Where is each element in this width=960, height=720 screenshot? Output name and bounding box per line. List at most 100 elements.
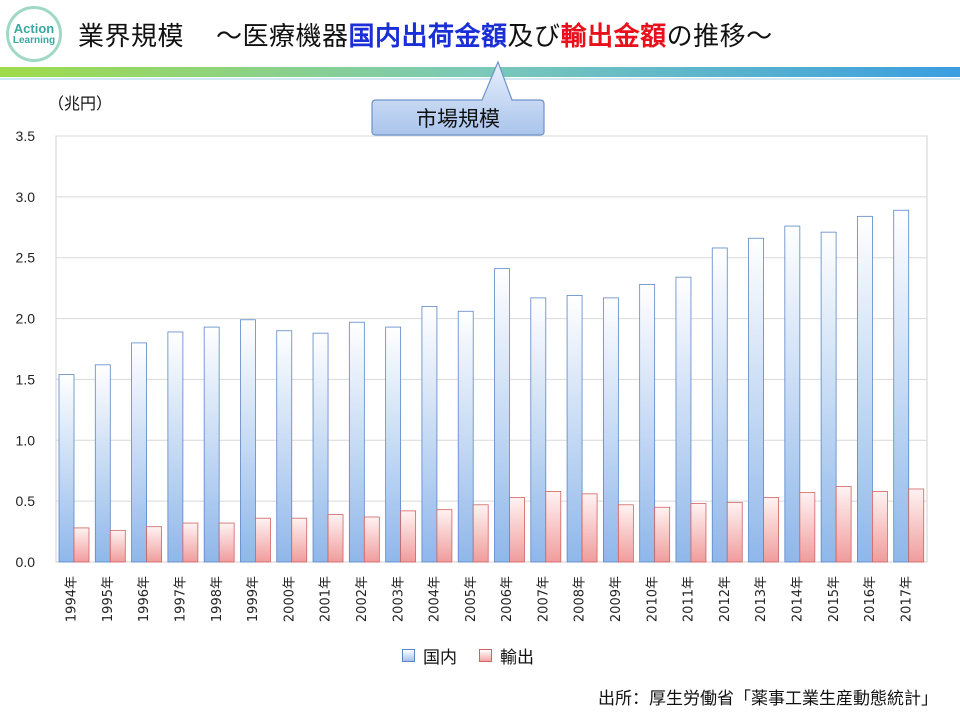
bar-export bbox=[581, 493, 598, 563]
bar-export bbox=[363, 516, 380, 563]
source-note: 出所：厚生労働省「薬事工業生産動態統計」 bbox=[598, 689, 938, 709]
x-tick-label: 1995年 bbox=[101, 576, 116, 622]
bar-domestic bbox=[566, 295, 583, 563]
bar-domestic bbox=[131, 342, 147, 563]
x-tick-label: 2014年 bbox=[790, 576, 805, 622]
bar-domestic bbox=[240, 319, 256, 563]
bar-domestic bbox=[602, 297, 619, 563]
bar-export bbox=[109, 529, 126, 563]
legend-label-domestic: 国内 bbox=[423, 648, 457, 668]
x-tick-label: 2007年 bbox=[536, 576, 551, 622]
bar-export bbox=[690, 503, 707, 563]
action-learning-logo: Action Learning bbox=[6, 6, 62, 62]
bar-export bbox=[763, 497, 779, 563]
x-tick-label: 2002年 bbox=[355, 576, 370, 622]
market-size-callout bbox=[370, 60, 546, 136]
bar-export bbox=[799, 492, 816, 563]
x-tick-label: 2005年 bbox=[464, 576, 479, 622]
y-tick-label: 3.5 bbox=[16, 128, 36, 144]
x-tick-label: 2015年 bbox=[827, 576, 842, 622]
bar-export bbox=[908, 488, 925, 563]
bar-export bbox=[617, 504, 634, 563]
bar-export bbox=[872, 491, 888, 563]
chart-legend: 国内 輸出 bbox=[402, 643, 534, 668]
bar-domestic bbox=[58, 374, 75, 563]
title-part6: の推移～ bbox=[666, 22, 773, 52]
y-tick-label: 2.0 bbox=[16, 311, 36, 327]
x-tick-label: 2016年 bbox=[863, 576, 878, 622]
y-tick-label: 1.5 bbox=[16, 371, 36, 387]
bar-domestic bbox=[530, 297, 547, 563]
callout-shape bbox=[371, 60, 545, 136]
x-tick-label: 1997年 bbox=[174, 576, 189, 622]
bar-export bbox=[218, 522, 235, 563]
bar-export bbox=[327, 514, 344, 563]
bar-export bbox=[472, 504, 489, 563]
x-tick-label: 2004年 bbox=[428, 576, 443, 622]
x-tick-label: 2001年 bbox=[319, 576, 334, 622]
bar-domestic bbox=[94, 364, 111, 563]
x-tick-label: 2013年 bbox=[754, 576, 769, 622]
bar-export bbox=[654, 506, 671, 563]
x-tick-label: 1998年 bbox=[210, 576, 225, 622]
legend-swatch-domestic bbox=[402, 649, 415, 662]
bar-domestic bbox=[893, 209, 910, 563]
bar-export bbox=[255, 517, 271, 563]
legend-label-export: 輸出 bbox=[500, 648, 534, 668]
title-rule-thin bbox=[0, 78, 960, 80]
logo-line1: Action bbox=[13, 21, 55, 36]
bar-domestic bbox=[857, 215, 873, 563]
x-tick-label: 2011年 bbox=[682, 576, 697, 622]
bar-domestic bbox=[784, 225, 801, 563]
title-part1: 業界規模 bbox=[78, 22, 185, 52]
x-tick-label: 2017年 bbox=[899, 576, 914, 622]
page-title: 業界規模 ～医療機器国内出荷金額及び輸出金額の推移～ bbox=[78, 16, 773, 53]
bar-export bbox=[436, 509, 453, 563]
title-part4: 及び bbox=[507, 22, 561, 52]
bar-domestic bbox=[348, 321, 365, 563]
x-tick-label: 2000年 bbox=[282, 576, 297, 622]
bar-domestic bbox=[494, 268, 510, 563]
bar-domestic bbox=[276, 330, 293, 563]
bar-domestic bbox=[711, 247, 728, 563]
y-tick-label: 0.0 bbox=[16, 554, 36, 570]
bar-domestic bbox=[675, 276, 692, 563]
x-tick-label: 2008年 bbox=[573, 576, 588, 622]
bar-domestic bbox=[639, 284, 656, 563]
logo-line2: Learning bbox=[12, 35, 56, 46]
y-tick-label: 3.0 bbox=[16, 189, 36, 205]
x-tick-label: 1994年 bbox=[65, 576, 80, 622]
title-part5-red: 輸出金額 bbox=[560, 22, 667, 52]
x-tick-label: 2012年 bbox=[718, 576, 733, 622]
y-tick-label: 0.5 bbox=[16, 493, 36, 509]
x-tick-label: 2009年 bbox=[609, 576, 624, 622]
bar-domestic bbox=[820, 231, 837, 563]
bar-export bbox=[726, 501, 743, 563]
x-tick-label: 2003年 bbox=[391, 576, 406, 622]
legend-swatch-export bbox=[479, 649, 492, 662]
title-rule bbox=[0, 67, 960, 77]
bar-export bbox=[182, 522, 199, 563]
y-tick-label: 2.5 bbox=[16, 250, 36, 266]
bar-domestic bbox=[167, 331, 184, 563]
bar-export bbox=[509, 497, 525, 563]
bar-export bbox=[73, 527, 90, 563]
bar-export bbox=[400, 510, 417, 563]
callout-label: 市場規模 bbox=[416, 106, 500, 131]
x-tick-label: 2010年 bbox=[645, 576, 660, 622]
title-part3-blue: 国内出荷金額 bbox=[348, 22, 508, 52]
bar-domestic bbox=[457, 310, 474, 563]
bar-domestic bbox=[385, 326, 402, 563]
title-part2: ～医療機器 bbox=[216, 22, 349, 52]
bar-export bbox=[291, 517, 308, 563]
bar-export bbox=[146, 526, 162, 563]
bar-export bbox=[545, 491, 562, 563]
x-tick-label: 2006年 bbox=[500, 576, 515, 622]
x-tick-label: 1996年 bbox=[137, 576, 152, 622]
y-axis-unit: （兆円） bbox=[48, 94, 113, 113]
y-tick-label: 1.0 bbox=[16, 432, 36, 448]
x-tick-label: 1999年 bbox=[246, 576, 261, 622]
bar-export bbox=[835, 486, 852, 563]
bar-domestic bbox=[421, 305, 438, 563]
